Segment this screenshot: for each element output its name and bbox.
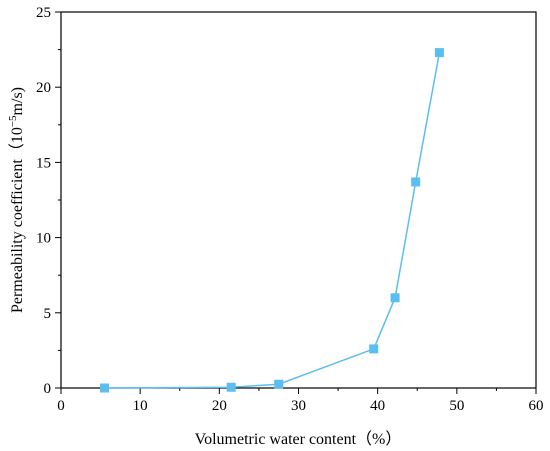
tick-labels: 0 10 20 30 40 50 60 0 5 10 15 20 25 [36, 5, 544, 414]
x-tick-label: 20 [212, 398, 227, 414]
x-tick-label: 0 [57, 398, 65, 414]
y-tick-label: 15 [36, 155, 51, 171]
data-point-marker [411, 177, 421, 187]
data-point-marker [434, 48, 444, 58]
plot-frame [60, 11, 537, 389]
data-point-marker [100, 383, 110, 393]
x-tick-label: 10 [133, 398, 148, 414]
x-tick-label: 60 [529, 398, 544, 414]
y-axis-title: Permeability coefficient（10−5m/s) [7, 87, 26, 313]
series-markers [100, 48, 444, 393]
x-axis-title: Volumetric water content（%） [195, 430, 402, 448]
data-point-marker [390, 293, 400, 303]
axis-ticks [55, 11, 537, 394]
data-point-marker [274, 379, 284, 389]
y-tick-label: 20 [36, 80, 51, 96]
y-tick-label: 10 [36, 231, 51, 247]
x-tick-label: 40 [370, 398, 385, 414]
y-axis-title-main: Permeability coefficient（10 [8, 127, 26, 313]
data-point-marker [369, 344, 379, 354]
series-line [104, 52, 441, 389]
y-tick-label: 5 [44, 306, 52, 322]
x-tick-label: 50 [449, 398, 464, 414]
y-axis-title-unit: m/s) [9, 87, 26, 115]
y-tick-label: 25 [36, 5, 51, 21]
y-axis-title-exponent: −5 [7, 115, 19, 127]
x-tick-label: 30 [291, 398, 306, 414]
y-tick-label: 0 [44, 381, 52, 397]
data-point-marker [226, 382, 236, 392]
